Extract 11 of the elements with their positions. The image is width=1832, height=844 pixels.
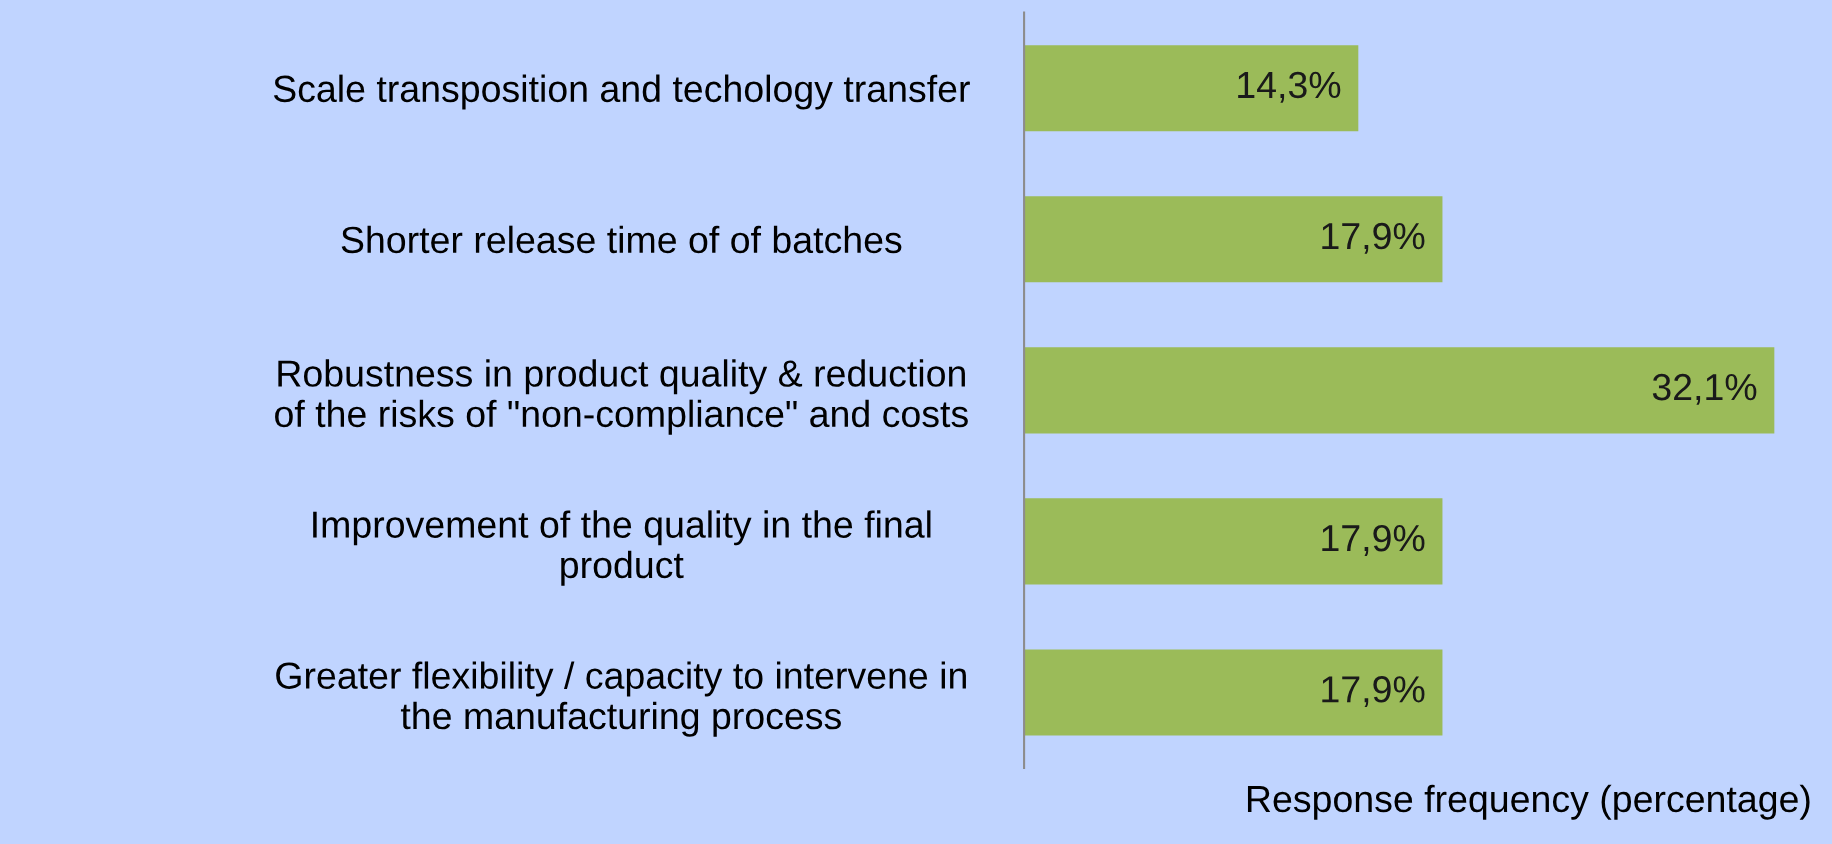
y-tick-label: Scale transposition and techology transfer [273, 74, 970, 110]
data-label: 17,9% [1322, 524, 1425, 556]
y-tick-label: Greater flexibility / capacity to intervene in the manufacturing process [276, 661, 966, 737]
y-tick-label: Improvement of the quality in the final product [313, 510, 931, 586]
y-tick-label: Shorter release time of of batches [341, 225, 902, 254]
data-label: 14,3% [1238, 71, 1341, 103]
x-axis-title: Response frequency (percentage) [1247, 784, 1810, 820]
data-label: 32,1% [1652, 373, 1757, 405]
y-tick-label: Robustness in product quality & reduction of the risks of "non-compliance" and costs [275, 359, 968, 435]
data-label: 17,9% [1322, 676, 1425, 707]
data-label: 17,9% [1322, 222, 1425, 254]
